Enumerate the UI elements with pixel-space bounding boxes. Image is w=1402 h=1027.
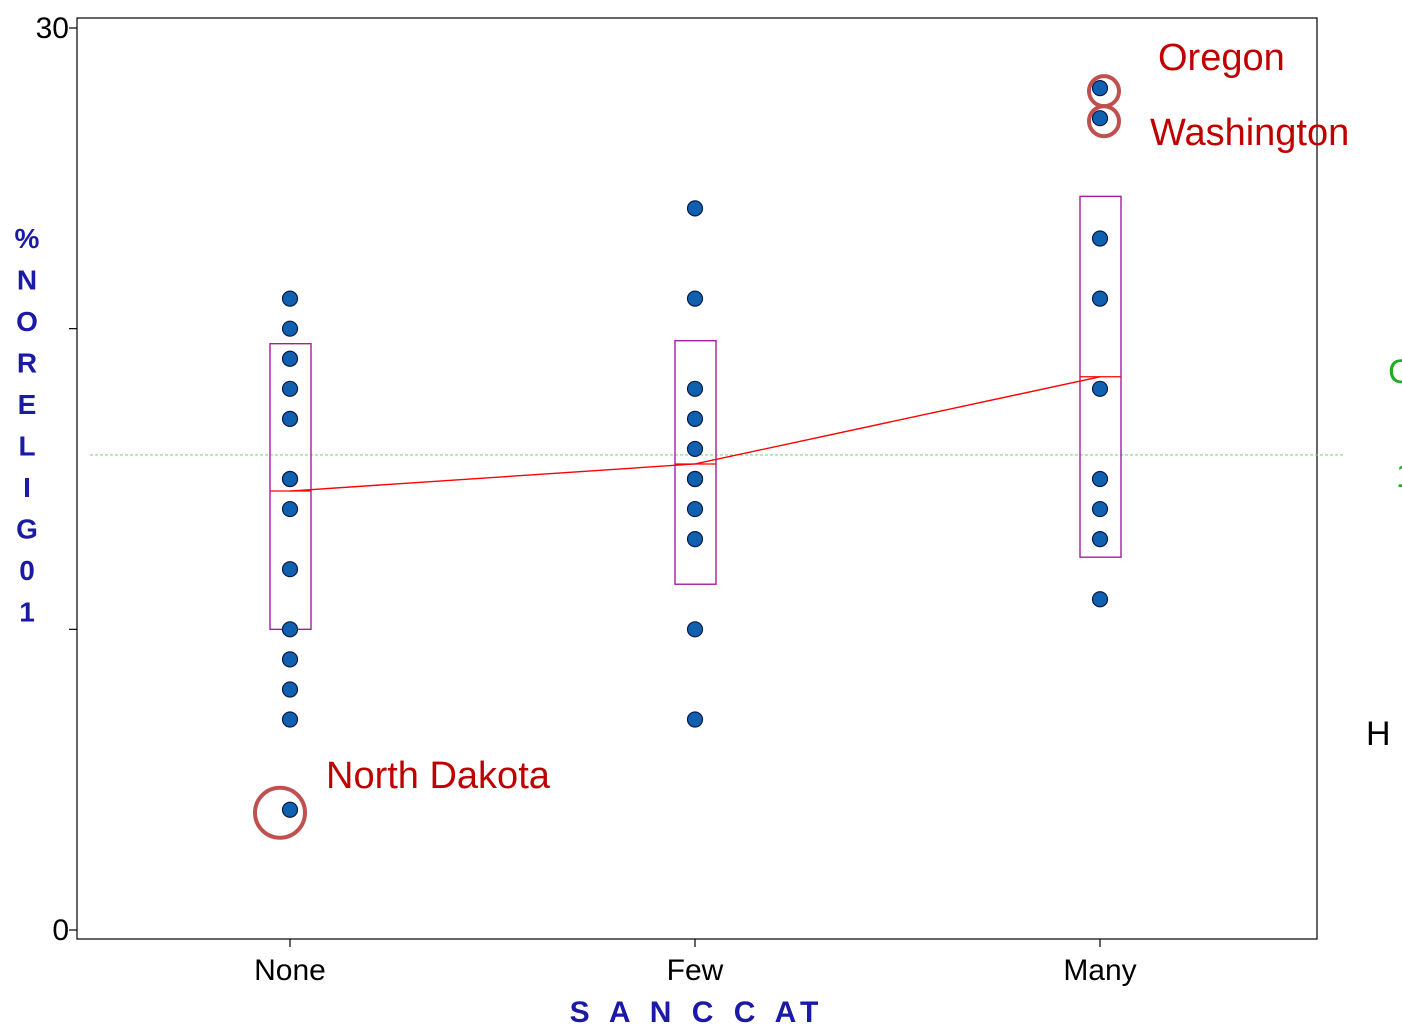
- point-few-6: [686, 470, 704, 488]
- point-few-4: [686, 440, 704, 458]
- point-none-11: [281, 681, 299, 698]
- y-title-char-7: G: [16, 514, 38, 545]
- point-none-2: [281, 350, 299, 367]
- mean-line-layer: [289, 376, 1101, 492]
- annotation-oregon: Oregon: [1158, 37, 1285, 79]
- points-layer: [281, 80, 1109, 818]
- highlight-circle-washington: [1087, 104, 1121, 139]
- x-tick-label-none: None: [254, 954, 326, 987]
- mean-line: [289, 376, 1101, 492]
- edge-text-0: C: [1388, 353, 1402, 391]
- point-many-5: [1091, 470, 1109, 488]
- y-title-char-6: I: [23, 472, 31, 503]
- y-title-char-2: O: [16, 306, 38, 337]
- y-title-char-4: E: [18, 389, 37, 420]
- point-many-1: [1091, 110, 1109, 127]
- point-few-2: [686, 380, 704, 397]
- y-title-char-5: L: [18, 431, 35, 462]
- point-none-4: [281, 410, 299, 427]
- y-tick-label-1: 30: [36, 12, 69, 45]
- y-title-char-3: R: [17, 348, 37, 379]
- point-few-1: [686, 290, 704, 307]
- point-few-9: [686, 621, 704, 638]
- point-many-0: [1091, 80, 1109, 97]
- point-few-3: [686, 410, 704, 427]
- edge-text-1: 1: [1396, 457, 1402, 495]
- y-title-char-8: 0: [19, 555, 35, 586]
- x-axis: None Few Many: [254, 939, 1137, 987]
- annotation-north-dakota: North Dakota: [326, 755, 551, 797]
- point-few-7: [686, 500, 704, 518]
- point-none-0: [281, 290, 299, 307]
- y-tick-label-0: 0: [52, 914, 69, 947]
- point-none-1: [281, 320, 299, 337]
- highlight-layer: [253, 74, 1121, 840]
- x-tick-label-few: Few: [667, 954, 724, 987]
- point-none-9: [281, 621, 299, 638]
- y-axis: 0 30: [36, 12, 77, 947]
- y-title-char-9: 1: [19, 597, 35, 628]
- y-title-char-1: N: [17, 265, 37, 296]
- x-tick-label-many: Many: [1063, 954, 1136, 987]
- point-none-6: [281, 470, 299, 488]
- plot-frame: [76, 17, 1318, 940]
- point-many-8: [1091, 591, 1109, 608]
- point-many-3: [1091, 290, 1109, 307]
- point-many-4: [1091, 380, 1109, 397]
- point-none-7: [281, 500, 299, 518]
- x-axis-title: S A N C C AT: [570, 996, 825, 1027]
- annotations-layer: Oregon Washington North Dakota: [326, 37, 1349, 797]
- box-few: [674, 339, 717, 585]
- y-title-char-0: %: [15, 223, 40, 254]
- point-few-0: [686, 200, 704, 217]
- point-none-12: [281, 711, 299, 728]
- point-many-7: [1091, 531, 1109, 548]
- point-none-10: [281, 651, 299, 668]
- edge-text-2: H: [1366, 715, 1391, 753]
- point-many-2: [1091, 230, 1109, 247]
- point-none-8: [281, 561, 299, 578]
- point-few-8: [686, 531, 704, 548]
- point-few-10: [686, 711, 704, 728]
- point-none-13: [281, 801, 299, 818]
- annotation-washington: Washington: [1150, 112, 1349, 154]
- point-many-6: [1091, 500, 1109, 518]
- point-none-3: [281, 380, 299, 397]
- edge-text-layer: C 1 H: [1366, 353, 1402, 753]
- highlight-circle-north-dakota: [253, 785, 307, 840]
